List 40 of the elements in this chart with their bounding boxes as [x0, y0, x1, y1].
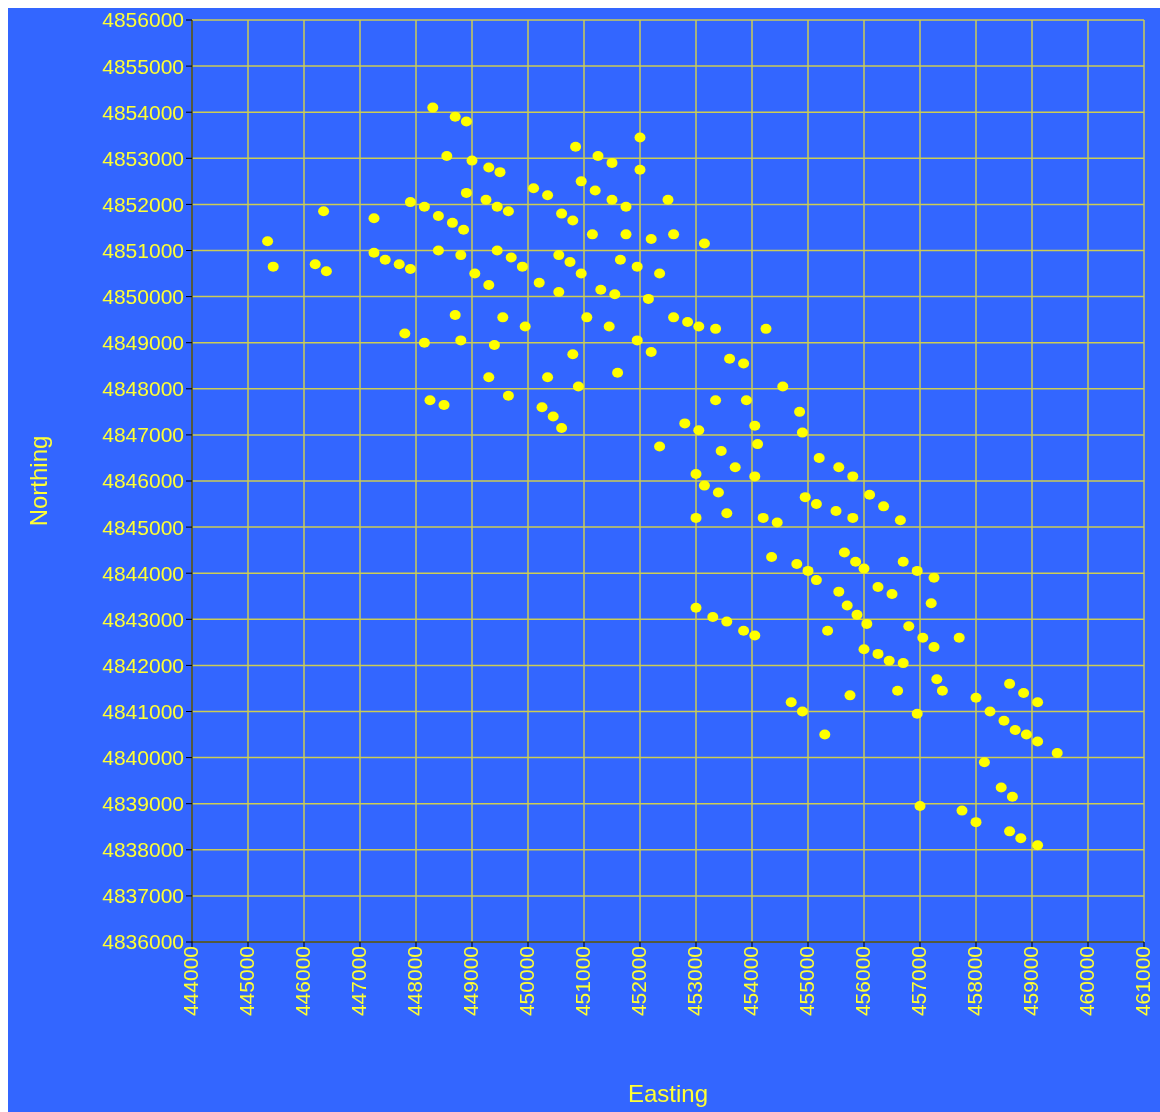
x-tick-label: 453000	[682, 946, 706, 1017]
x-tick-label: 450000	[514, 946, 538, 1017]
y-axis-title: Northing	[24, 435, 52, 527]
y-tick-label: 4836000	[102, 930, 184, 954]
x-tick-label: 457000	[906, 946, 930, 1017]
x-tick-label: 448000	[402, 946, 426, 1017]
x-tick-label: 452000	[626, 946, 650, 1017]
y-tick-label: 4849000	[102, 331, 184, 355]
x-tick-label: 445000	[234, 946, 258, 1017]
y-tick-label: 4838000	[102, 838, 184, 862]
x-tick-label: 455000	[794, 946, 818, 1017]
y-tick-label: 4848000	[102, 377, 184, 401]
x-tick-label: 461000	[1130, 946, 1154, 1017]
x-tick-label: 449000	[458, 946, 482, 1017]
x-axis-title: Easting	[627, 1080, 709, 1107]
y-tick-label: 4856000	[102, 8, 184, 32]
y-tick-label: 4839000	[102, 792, 184, 816]
x-tick-label: 460000	[1074, 946, 1098, 1017]
y-tick-label: 4846000	[102, 469, 184, 493]
y-tick-label: 4852000	[102, 192, 184, 216]
y-tick-label: 4837000	[102, 884, 184, 908]
y-tick-label: 4847000	[102, 423, 184, 447]
y-tick-label: 4843000	[102, 607, 184, 631]
x-tick-label: 454000	[738, 946, 762, 1017]
y-tick-label: 4841000	[102, 699, 184, 723]
y-tick-label: 4851000	[102, 238, 184, 262]
x-tick-label: 456000	[850, 946, 874, 1017]
x-tick-label: 459000	[1018, 946, 1042, 1017]
x-tick-label: 446000	[290, 946, 314, 1017]
y-tick-label: 4854000	[102, 100, 184, 124]
y-tick-label: 4845000	[102, 515, 184, 539]
y-tick-label: 4850000	[102, 285, 184, 309]
y-tick-label: 4840000	[102, 746, 184, 770]
x-tick-label: 447000	[346, 946, 370, 1017]
y-tick-label: 4844000	[102, 561, 184, 585]
x-tick-label: 458000	[962, 946, 986, 1017]
x-tick-label: 451000	[570, 946, 594, 1017]
y-tick-label: 4853000	[102, 146, 184, 170]
y-tick-label: 4842000	[102, 653, 184, 677]
y-tick-label: 4855000	[102, 54, 184, 78]
